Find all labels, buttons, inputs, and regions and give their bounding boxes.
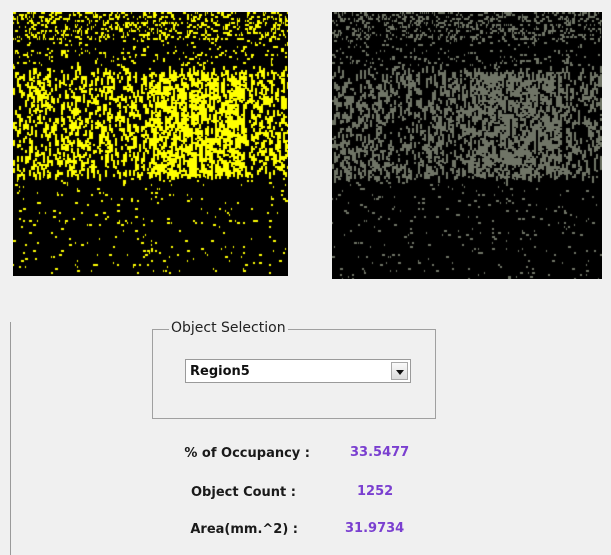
object-selection-group: Object Selection Region5	[152, 320, 436, 419]
object-selection-legend: Object Selection	[169, 320, 288, 336]
panel-divider	[10, 322, 11, 555]
dropdown-button[interactable]	[391, 362, 408, 380]
region-select-value: Region5	[190, 364, 250, 379]
object-count-value: 1252	[357, 484, 394, 499]
occupancy-label: % of Occupancy :	[184, 446, 310, 461]
overlay-image	[332, 12, 602, 279]
chevron-down-icon	[396, 370, 404, 375]
occupancy-value: 33.5477	[350, 445, 410, 460]
region-select-dropdown[interactable]: Region5	[185, 359, 411, 383]
area-value: 31.9734	[345, 521, 405, 536]
area-label: Area(mm.^2) :	[190, 522, 298, 537]
binary-mask-image	[13, 12, 288, 276]
object-count-label: Object Count :	[191, 485, 296, 500]
